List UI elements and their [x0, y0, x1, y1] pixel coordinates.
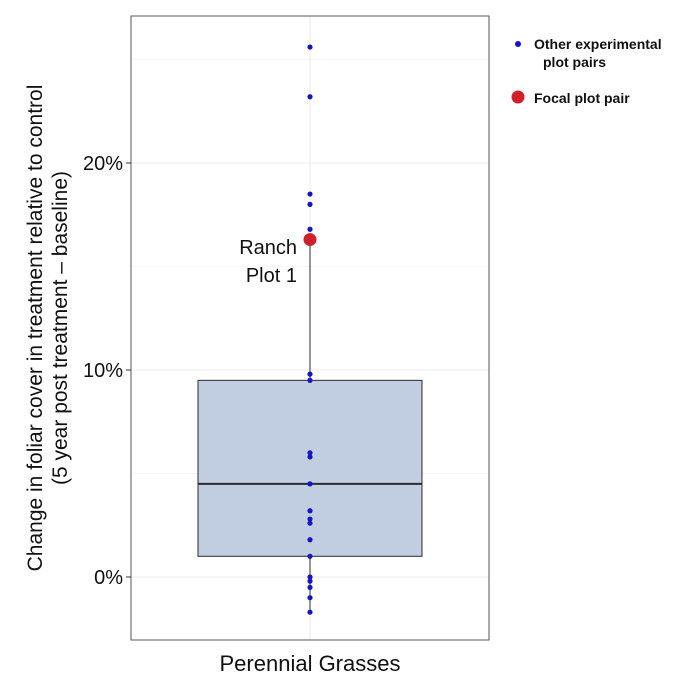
- other-plot-point: [307, 201, 313, 207]
- box-iqr: [197, 379, 423, 557]
- legend-other-label-line-1: Other experimental: [534, 36, 662, 52]
- y-tick-label: 0%: [94, 567, 123, 589]
- annotation-line-2: Plot 1: [246, 265, 297, 287]
- other-plot-point: [307, 44, 313, 50]
- legend: Other experimental plot pairs Focal plot…: [511, 36, 662, 106]
- other-plot-point: [307, 226, 313, 232]
- annotation-line-1: Ranch: [239, 237, 297, 259]
- other-plot-point: [307, 450, 313, 456]
- other-plot-point: [307, 516, 313, 522]
- other-plot-point: [307, 520, 313, 526]
- other-plot-point: [307, 454, 313, 460]
- legend-other-marker: [515, 41, 521, 47]
- y-tick-label: 10%: [83, 360, 123, 382]
- plot-panel-border: [130, 15, 490, 641]
- legend-focal-marker: [511, 90, 525, 104]
- data-points: [303, 44, 317, 615]
- focal-plot-point: [303, 233, 317, 247]
- legend-focal-label: Focal plot pair: [534, 90, 630, 106]
- y-axis-label-line-1: Change in foliar cover in treatment rela…: [24, 85, 47, 572]
- other-plot-point: [307, 481, 313, 487]
- other-plot-point: [307, 578, 313, 584]
- other-plot-point: [307, 584, 313, 590]
- other-plot-point: [307, 508, 313, 514]
- other-plot-point: [307, 371, 313, 377]
- y-axis-label-line-2: (5 year post treatment – baseline): [49, 171, 72, 485]
- other-plot-point: [307, 553, 313, 559]
- other-plot-point: [307, 191, 313, 197]
- y-axis-ticks: 0% 10% 20%: [83, 153, 131, 589]
- legend-other-label-line-2: plot pairs: [543, 54, 606, 70]
- other-plot-point: [307, 537, 313, 543]
- y-tick-label: 20%: [83, 153, 123, 175]
- other-plot-point: [307, 574, 313, 580]
- x-axis-label: Perennial Grasses: [220, 651, 401, 674]
- other-plot-point: [307, 377, 313, 383]
- other-plot-point: [307, 94, 313, 100]
- other-plot-point: [307, 609, 313, 615]
- other-plot-point: [307, 595, 313, 601]
